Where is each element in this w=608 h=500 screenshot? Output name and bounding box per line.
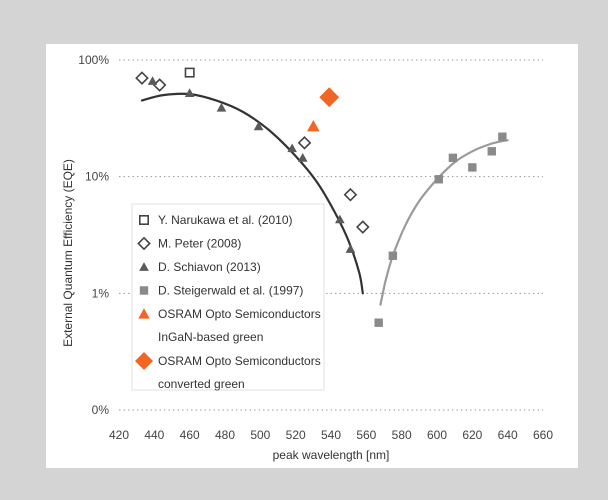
x-tick-label: 640: [498, 428, 518, 442]
data-point: [216, 102, 227, 112]
legend-box: [131, 203, 325, 391]
legend-label: OSRAM Opto Semiconductors: [158, 354, 321, 368]
x-tick-label: 660: [533, 428, 553, 442]
y-tick-label: 0%: [92, 403, 110, 417]
data-point: [152, 78, 167, 92]
data-point: [307, 120, 320, 132]
data-point: [147, 76, 158, 85]
x-tick-label: 520: [286, 428, 306, 442]
x-tick-label: 480: [215, 428, 235, 442]
data-point: [343, 187, 358, 202]
legend: Y. Narukawa et al. (2010) M. Peter (2008)…: [131, 203, 325, 391]
data-point: [374, 318, 383, 327]
x-tick-label: 540: [321, 428, 341, 442]
eqe-chart: 420 440 460 480 500 520 540 560 580 600 620 640 660 …: [61, 53, 553, 462]
trend-curve: [379, 139, 509, 306]
legend-marker: [139, 286, 149, 295]
x-tick-label: 600: [427, 428, 447, 442]
data-point: [468, 163, 477, 172]
y-axis-ticks: 100% 10% 1% 0%: [78, 53, 109, 417]
legend-label: Y. Narukawa et al. (2010): [158, 213, 293, 227]
data-point: [448, 153, 458, 163]
legend-label: OSRAM Opto Semiconductors: [158, 307, 321, 321]
x-axis-ticks: 420 440 460 480 500 520 540 560 580 600 620 640 660: [109, 428, 553, 442]
data-point: [434, 175, 443, 184]
figure-frame: 420 440 460 480 500 520 540 560 580 600 620 640 660 …: [8, 7, 600, 493]
x-tick-label: 460: [180, 428, 200, 442]
legend-marker: [138, 308, 150, 319]
x-tick-label: 500: [250, 428, 270, 442]
legend-marker: [139, 215, 150, 226]
chart-panel: 420 440 460 480 500 520 540 560 580 600 620 640 660 …: [46, 44, 578, 468]
data-point: [498, 132, 507, 141]
legend-label: D. Schiavon (2013): [158, 260, 261, 274]
y-tick-label: 10%: [85, 170, 109, 184]
data-point: [135, 71, 149, 85]
data-points: [135, 67, 507, 327]
x-tick-label: 420: [109, 428, 129, 442]
x-axis-label: peak wavelength [nm]: [273, 448, 390, 462]
data-point: [335, 214, 345, 224]
data-point: [388, 251, 398, 260]
legend-label: InGaN-based green: [158, 330, 263, 344]
data-point: [297, 136, 312, 150]
grid-lines: [119, 59, 543, 411]
x-tick-label: 440: [144, 428, 164, 442]
data-point: [287, 143, 297, 153]
data-point: [487, 147, 496, 156]
y-tick-label: 100%: [78, 53, 109, 67]
data-point: [184, 67, 195, 78]
x-tick-label: 560: [356, 428, 376, 442]
y-axis-label: External Quantum Efficiency (EQE): [61, 159, 75, 347]
data-point: [345, 244, 356, 253]
legend-label: converted green: [158, 377, 245, 391]
y-tick-label: 1%: [92, 286, 110, 300]
legend-marker: [137, 236, 151, 251]
legend-marker: [135, 352, 153, 370]
legend-marker: [139, 262, 149, 271]
x-tick-label: 580: [392, 428, 412, 442]
legend-label: M. Peter (2008): [158, 237, 241, 251]
data-point: [355, 220, 370, 234]
data-point: [297, 153, 308, 162]
data-point: [184, 88, 195, 97]
legend-label: D. Steigerwald et al. (1997): [158, 284, 303, 298]
data-point: [319, 87, 340, 108]
x-tick-label: 620: [462, 428, 482, 442]
data-point: [253, 121, 264, 131]
